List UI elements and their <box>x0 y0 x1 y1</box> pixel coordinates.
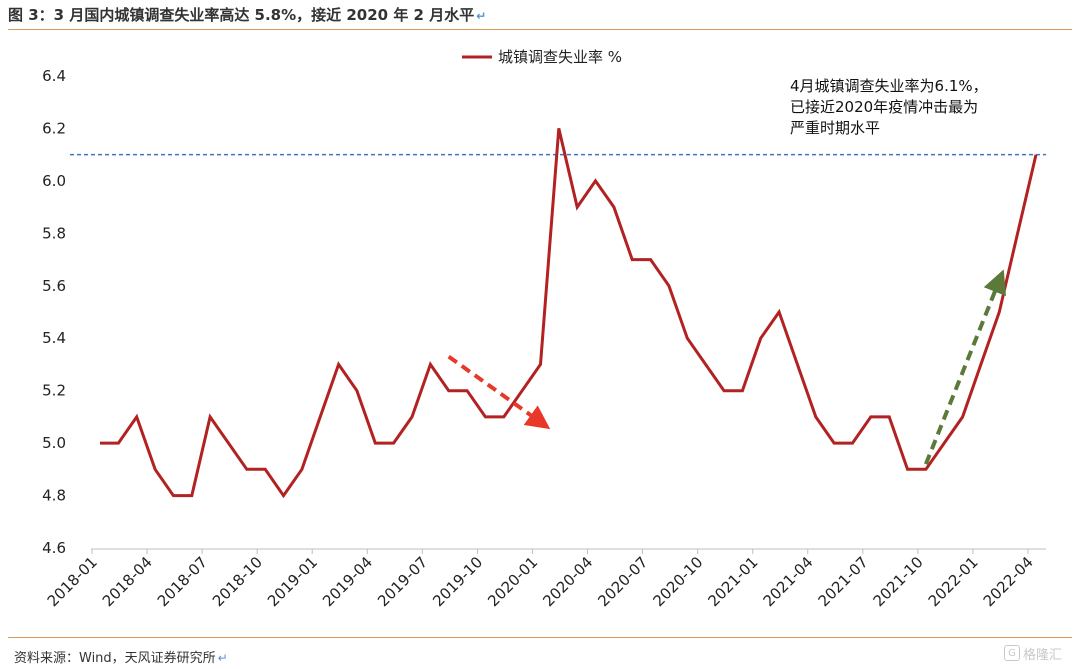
x-tick-label: 2018-01 <box>44 553 101 610</box>
series-line <box>100 128 1038 499</box>
bottom-rule <box>8 637 1072 638</box>
x-tick-label: 2018-10 <box>209 553 266 610</box>
trend-arrow <box>924 269 1006 465</box>
watermark-icon: G <box>1004 645 1020 661</box>
y-tick-label: 6.0 <box>42 172 66 190</box>
x-tick-label: 2020-10 <box>649 553 706 610</box>
y-tick-label: 4.6 <box>42 539 66 557</box>
annotation-line-3: 严重时期水平 <box>790 119 880 137</box>
x-tick-label: 2021-01 <box>704 553 761 610</box>
y-tick-label: 5.8 <box>42 224 66 242</box>
trend-arrow <box>447 354 551 430</box>
y-tick-label: 5.4 <box>42 329 66 347</box>
x-tick-label: 2022-01 <box>925 553 982 610</box>
x-tick-label: 2021-04 <box>760 553 817 610</box>
x-tick-label: 2021-07 <box>815 553 872 610</box>
x-tick-label: 2019-07 <box>374 553 431 610</box>
top-rule <box>8 29 1072 30</box>
return-mark-icon: ↵ <box>217 651 228 665</box>
y-tick-label: 5.6 <box>42 277 66 295</box>
y-tick-label: 4.8 <box>42 487 66 505</box>
source-note: 资料来源：Wind，天风证券研究所 ↵ <box>14 651 228 666</box>
x-tick-label: 2020-04 <box>539 553 596 610</box>
x-tick-label: 2018-07 <box>154 553 211 610</box>
legend-label: 城镇调查失业率 % <box>498 48 622 66</box>
y-tick-label: 6.2 <box>42 119 66 137</box>
annotation-line-1: 4月城镇调查失业率为6.1%， <box>790 77 988 95</box>
y-tick-label: 5.0 <box>42 434 66 452</box>
x-tick-label: 2021-10 <box>870 553 927 610</box>
annotation-line-2: 已接近2020年疫情冲击最为 <box>790 98 978 116</box>
x-tick-label: 2018-04 <box>99 553 156 610</box>
x-tick-label: 2020-01 <box>484 553 541 610</box>
y-tick-label: 5.2 <box>42 382 66 400</box>
watermark-logo: G 格隆汇 <box>1004 641 1074 665</box>
return-mark-icon: ↵ <box>476 9 487 23</box>
x-tick-label: 2020-07 <box>594 553 651 610</box>
y-tick-label: 6.4 <box>42 67 66 85</box>
x-tick-label: 2022-04 <box>980 553 1037 610</box>
watermark-text: 格隆汇 <box>1023 647 1063 663</box>
x-tick-label: 2019-04 <box>319 553 376 610</box>
x-tick-label: 2019-01 <box>264 553 321 610</box>
x-tick-label: 2019-10 <box>429 553 486 610</box>
figure-title: 图 3：3 月国内城镇调查失业率高达 5.8%，接近 2020 年 2 月水平 ↵ <box>8 6 487 24</box>
